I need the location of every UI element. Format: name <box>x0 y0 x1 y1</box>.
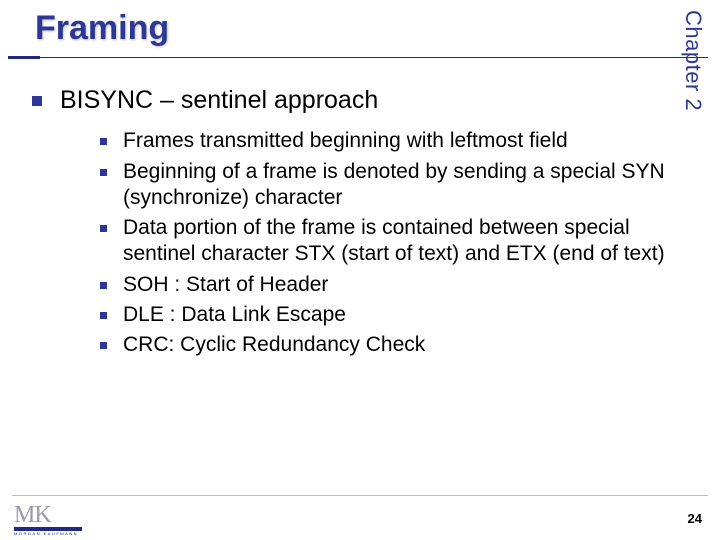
bullet-text: Beginning of a frame is denoted by sendi… <box>123 159 696 212</box>
square-bullet-icon <box>100 312 107 319</box>
bullet-text: Data portion of the frame is contained b… <box>123 215 696 268</box>
list-item: Beginning of a frame is denoted by sendi… <box>100 159 696 212</box>
square-bullet-icon <box>100 138 107 145</box>
list-item: SOH : Start of Header <box>100 272 696 298</box>
list-item: Data portion of the frame is contained b… <box>100 215 696 268</box>
list-item: CRC: Cyclic Redundancy Check <box>100 332 696 358</box>
square-bullet-icon <box>100 169 107 176</box>
footer-divider <box>12 495 708 496</box>
list-item: Frames transmitted beginning with leftmo… <box>100 128 696 154</box>
heading-text: BISYNC – sentinel approach <box>60 85 378 116</box>
page-number: 24 <box>688 511 702 526</box>
title-underline-thin <box>8 57 708 58</box>
heading-row: BISYNC – sentinel approach <box>32 85 696 116</box>
bullet-text: Frames transmitted beginning with leftmo… <box>123 128 568 154</box>
bullet-text: SOH : Start of Header <box>123 272 328 298</box>
bullet-text: DLE : Data Link Escape <box>123 302 346 328</box>
square-bullet-icon <box>100 225 107 232</box>
content-area: BISYNC – sentinel approach Frames transm… <box>32 85 696 362</box>
list-item: DLE : Data Link Escape <box>100 302 696 328</box>
sub-bullet-list: Frames transmitted beginning with leftmo… <box>100 128 696 358</box>
publisher-logo: MK MORGAN KAUFMANN <box>14 502 84 534</box>
square-bullet-icon <box>100 342 107 349</box>
page-title: Framing <box>35 9 169 48</box>
square-bullet-icon <box>32 96 42 106</box>
logo-mk-text: MK <box>14 502 84 529</box>
logo-subtext: MORGAN KAUFMANN <box>14 531 84 536</box>
title-underline-thick <box>8 56 40 59</box>
slide: Framing Chapter 2 BISYNC – sentinel appr… <box>0 0 720 540</box>
square-bullet-icon <box>100 282 107 289</box>
bullet-text: CRC: Cyclic Redundancy Check <box>123 332 425 358</box>
